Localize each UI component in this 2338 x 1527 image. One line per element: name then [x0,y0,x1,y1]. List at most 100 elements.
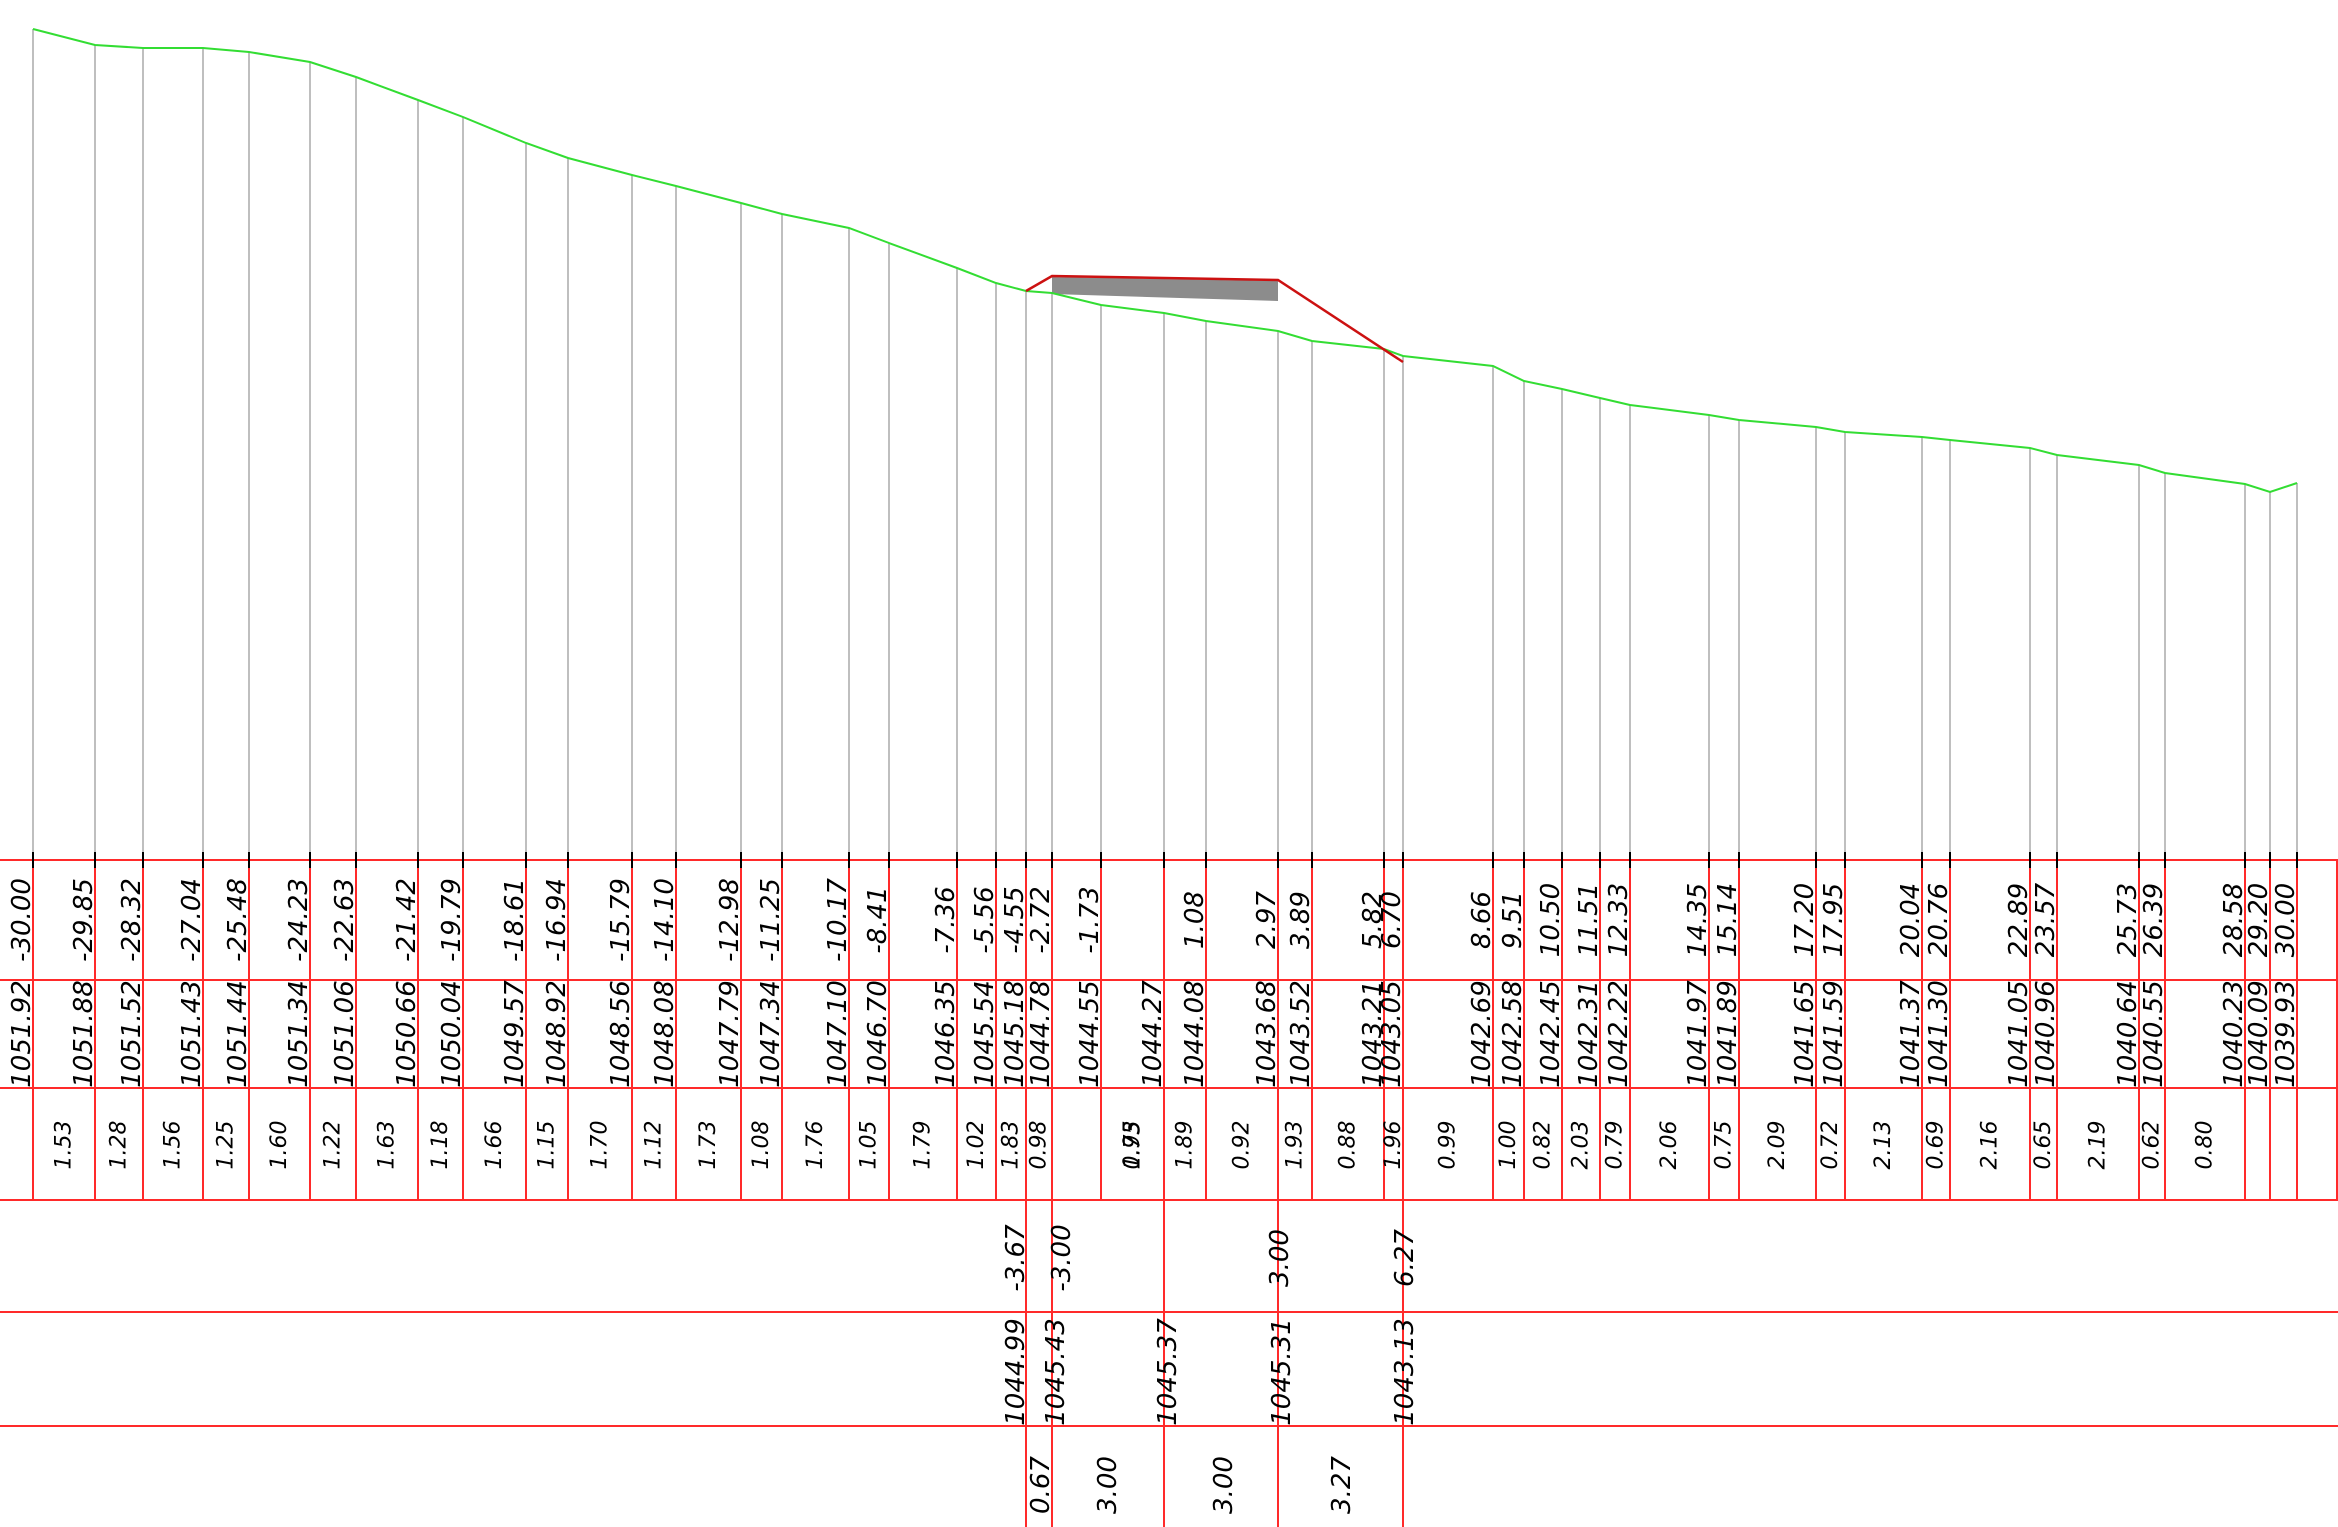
ground-elevation-label: 1051.43 [177,980,207,1088]
ground-profile-line [32,28,2298,494]
ground-distance-label: 1.79 [911,1121,936,1170]
offset-label: 17.20 [1790,883,1820,957]
ground-elevation-label: 1049.57 [500,980,530,1088]
offset-label: 10.50 [1536,883,1566,957]
offset-label: -8.41 [863,886,893,953]
ground-elevation-label: 1046.70 [863,980,893,1088]
ground-elevation-label: 1044.78 [1026,980,1056,1088]
ground-elevation-label: 1051.88 [69,980,99,1088]
offset-label: -15.79 [606,878,636,962]
ground-elevation-label: 1043.52 [1286,980,1316,1088]
ground-elevation-label: 1040.96 [2031,980,2061,1088]
ground-elevation-label: 1040.23 [2219,980,2249,1088]
offset-label: -24.23 [284,878,314,962]
ground-distance-label: 1.83 [999,1121,1024,1170]
ground-elevation-label: 1039.93 [2271,980,2301,1088]
ground-distance-label: 1.70 [588,1121,613,1170]
offset-label: -7.36 [931,886,961,953]
offset-label: -19.79 [437,878,467,962]
ground-distance-label: 0.72 [1818,1121,1843,1170]
offset-label: -25.48 [223,878,253,962]
ground-elevation-label: 1042.31 [1574,980,1604,1088]
ground-elevation-label: 1041.37 [1896,980,1926,1088]
ground-distance-label: 1.53 [52,1121,77,1170]
ground-distance-label: 1.63 [375,1121,400,1170]
ground-distance-label: 1.02 [964,1121,989,1170]
offset-label: 15.14 [1713,883,1743,957]
ground-distance-label: 0.99 [1436,1121,1461,1170]
ground-elevation-label: 1051.34 [284,980,314,1088]
ground-distance-label: 2.09 [1765,1121,1790,1170]
design-elevation-label: 1045.37 [1153,1318,1183,1426]
ground-elevation-label: 1048.92 [542,980,572,1088]
offset-label: 11.51 [1574,883,1604,957]
offset-label: 1.08 [1180,891,1210,949]
ground-elevation-label: 1043.68 [1252,980,1282,1088]
ground-elevation-label: 1047.34 [756,980,786,1088]
ground-distance-label: 1.12 [642,1121,667,1170]
offset-label: -14.10 [650,878,680,962]
ground-elevation-label: 1050.66 [392,980,422,1088]
ground-elevation-label: 1044.08 [1180,980,1210,1088]
design-distance-label: 3.27 [1327,1456,1357,1514]
ground-distance-label: 0.88 [1336,1121,1361,1170]
offset-label: 25.73 [2113,883,2143,957]
ground-distance-label: 0.62 [2140,1121,2165,1170]
ground-distance-label: 0.95 [1120,1121,1145,1170]
ground-distance-label: 1.73 [1121,1121,1146,1170]
ground-elevation-label: 1041.65 [1790,980,1820,1088]
offset-label: 23.57 [2031,882,2061,957]
ground-elevation-label: 1041.05 [2004,980,2034,1088]
offset-label: 22.89 [2004,883,2034,957]
design-elevation-label: 1043.13 [1390,1318,1420,1426]
design-distance-label: 3.00 [1093,1456,1123,1514]
ground-distance-label: 1.15 [535,1121,560,1170]
ground-elevation-label: 1042.22 [1604,980,1634,1088]
ground-distance-label: 0.92 [1230,1121,1255,1170]
offset-label: -16.94 [542,878,572,962]
ground-distance-label: 1.08 [749,1121,774,1170]
ground-elevation-label: 1040.64 [2113,980,2143,1088]
ground-distance-label: 1.66 [482,1121,507,1170]
ground-distance-label: 0.82 [1531,1121,1556,1170]
ground-elevation-label: 1045.54 [970,980,1000,1088]
ground-distance-label: 1.89 [1173,1121,1198,1170]
offset-label: 5.82 [1358,891,1388,949]
offset-label: 14.35 [1683,883,1713,957]
design-offset-label: 6.27 [1390,1229,1420,1287]
station-lines [32,29,2298,860]
ground-elevation-label: 1047.79 [715,980,745,1088]
ground-distance-label: 0.80 [2193,1121,2218,1170]
offset-label: 8.66 [1467,891,1497,949]
ground-distance-label: 1.25 [214,1121,239,1170]
ground-elevation-label: 1051.44 [223,980,253,1088]
ground-distance-label: 0.69 [1924,1121,1949,1170]
offset-label: 2.97 [1252,891,1282,949]
ground-distance-label: 1.05 [857,1121,882,1170]
ground-elevation-label: 1047.10 [823,980,853,1088]
ground-distance-label: 0.98 [1027,1121,1052,1170]
offset-label: 12.33 [1604,883,1634,957]
offset-label: 26.39 [2139,883,2169,957]
offset-label: -21.42 [392,878,422,962]
ground-elevation-label: 1044.27 [1138,980,1168,1088]
offset-label: 3.89 [1286,891,1316,949]
offset-label: -28.32 [117,878,147,962]
ground-distance-label: 1.96 [1381,1121,1406,1170]
ground-distance-label: 1.76 [803,1121,828,1170]
offset-label: -11.25 [756,878,786,962]
ground-distance-label: 2.16 [1978,1121,2003,1170]
ground-elevation-label: 1042.45 [1536,980,1566,1088]
offset-label: -30.00 [7,878,37,962]
ground-elevation-label: 1045.18 [1000,980,1030,1088]
offset-label: -10.17 [823,878,853,962]
offset-label: 29.20 [2244,883,2274,957]
ground-elevation-label: 1048.08 [650,980,680,1088]
ground-distance-label: 1.93 [1283,1121,1308,1170]
ground-elevation-label: 1040.09 [2244,980,2274,1088]
offset-label: 9.51 [1498,891,1528,949]
ground-distance-label: 1.60 [267,1121,292,1170]
ground-elevation-label: 1051.92 [7,980,37,1088]
ground-elevation-label: 1043.21 [1358,980,1388,1088]
